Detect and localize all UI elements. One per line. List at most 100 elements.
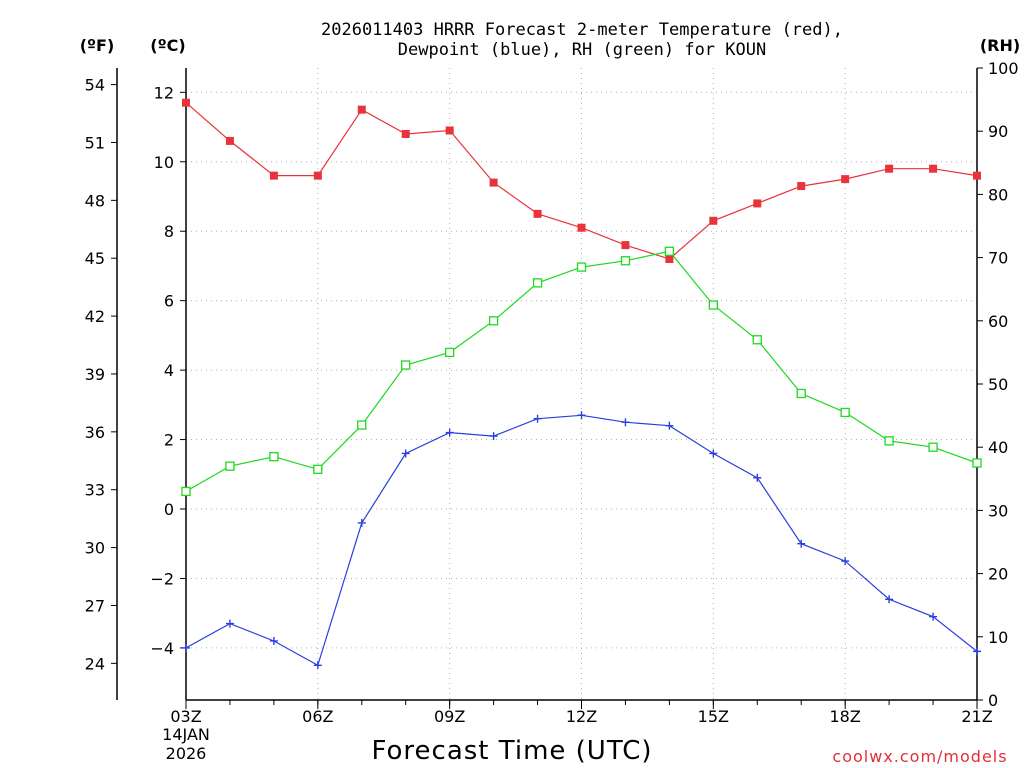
x-tick-label: 03Z bbox=[170, 707, 201, 726]
celsius-unit-label: (ºC) bbox=[150, 36, 185, 55]
dewpoint-point bbox=[929, 612, 938, 621]
x-tick-label: 09Z bbox=[434, 707, 465, 726]
temperature-point bbox=[797, 182, 806, 191]
rh-tick-label: 20 bbox=[988, 565, 1008, 584]
dewpoint-point bbox=[577, 411, 586, 420]
dewpoint-point bbox=[665, 421, 674, 430]
fahrenheit-tick-label: 30 bbox=[85, 539, 105, 558]
chart-subtitle: Dewpoint (blue), RH (green) for KOUN bbox=[398, 40, 766, 60]
dewpoint-point bbox=[313, 661, 322, 670]
celsius-tick-label: 2 bbox=[164, 431, 174, 450]
rh-point bbox=[620, 256, 631, 266]
celsius-tick-label: 10 bbox=[154, 153, 174, 172]
fahrenheit-tick-label: 51 bbox=[85, 133, 105, 152]
temperature-line bbox=[185, 102, 978, 260]
rh-point bbox=[708, 300, 718, 310]
dewpoint-point bbox=[709, 449, 718, 458]
temperature-point bbox=[577, 223, 586, 232]
credit-text: coolwx.com/models bbox=[832, 747, 1007, 766]
temperature-point bbox=[313, 171, 322, 180]
celsius-tick-label: 12 bbox=[154, 83, 174, 102]
date-label-year: 2026 bbox=[166, 744, 207, 763]
temperature-point bbox=[885, 164, 894, 173]
temperature-point bbox=[753, 199, 762, 208]
dewpoint-line bbox=[185, 414, 978, 667]
rh-tick-label: 90 bbox=[988, 122, 1008, 141]
rh-line bbox=[185, 250, 978, 492]
rh-tick-label: 70 bbox=[988, 249, 1008, 268]
x-axis-title: Forecast Time (UTC) bbox=[371, 736, 652, 766]
temperature-point bbox=[357, 105, 366, 114]
rh-point bbox=[664, 246, 675, 256]
rh-point bbox=[313, 464, 323, 474]
dewpoint-point bbox=[269, 636, 278, 645]
temperature-point bbox=[929, 164, 938, 173]
grid bbox=[186, 68, 977, 700]
x-tick-label: 15Z bbox=[698, 707, 729, 726]
dewpoint-point bbox=[797, 539, 806, 548]
rh-point bbox=[181, 486, 191, 497]
rh-tick-label: 60 bbox=[988, 312, 1008, 331]
celsius-tick-label: 4 bbox=[164, 361, 174, 380]
fahrenheit-tick-label: 42 bbox=[85, 307, 105, 326]
dewpoint-point bbox=[973, 647, 981, 656]
x-tick-label: 06Z bbox=[302, 707, 333, 726]
temperature-point bbox=[182, 98, 190, 107]
series bbox=[181, 98, 982, 670]
rh-point bbox=[928, 442, 938, 452]
x-tick-label: 21Z bbox=[961, 707, 992, 726]
temperature-point bbox=[401, 129, 410, 138]
fahrenheit-tick-label: 45 bbox=[85, 249, 105, 268]
temperature-point bbox=[445, 126, 454, 135]
dewpoint-point bbox=[885, 595, 894, 604]
temperature-point bbox=[533, 209, 542, 218]
fahrenheit-tick-label: 27 bbox=[85, 596, 105, 615]
celsius-tick-label: −2 bbox=[150, 569, 174, 588]
temperature-point bbox=[269, 171, 278, 180]
rh-point bbox=[532, 278, 543, 288]
dewpoint-point bbox=[621, 418, 630, 427]
rh-point bbox=[225, 461, 235, 471]
rh-tick-label: 40 bbox=[988, 438, 1008, 457]
fahrenheit-tick-label: 36 bbox=[85, 423, 105, 442]
dewpoint-point bbox=[445, 428, 454, 437]
celsius-tick-label: 0 bbox=[164, 500, 174, 519]
rh-point bbox=[796, 388, 806, 399]
dewpoint-point bbox=[182, 643, 190, 652]
date-label-day: 14JAN bbox=[162, 725, 210, 744]
celsius-tick-label: −4 bbox=[150, 639, 174, 658]
temperature-point bbox=[973, 171, 981, 180]
chart-title: 2026011403 HRRR Forecast 2-meter Tempera… bbox=[321, 20, 843, 40]
rh-point bbox=[884, 436, 894, 446]
rh-tick-label: 50 bbox=[988, 375, 1008, 394]
fahrenheit-tick-label: 48 bbox=[85, 191, 105, 210]
rh-unit-label: (RH) bbox=[980, 36, 1020, 55]
dewpoint-point bbox=[841, 557, 850, 566]
dewpoint-point bbox=[401, 449, 410, 458]
fahrenheit-tick-label: 54 bbox=[85, 76, 105, 95]
celsius-tick-label: 8 bbox=[164, 222, 174, 241]
rh-point bbox=[972, 458, 982, 468]
rh-point bbox=[401, 360, 411, 370]
rh-tick-label: 80 bbox=[988, 185, 1008, 204]
dewpoint-point bbox=[357, 518, 366, 527]
fahrenheit-unit-label: (ºF) bbox=[80, 36, 115, 55]
temperature-point bbox=[665, 254, 674, 263]
rh-point bbox=[576, 262, 587, 272]
x-tick-label: 18Z bbox=[830, 707, 861, 726]
rh-tick-label: 100 bbox=[988, 59, 1019, 78]
dewpoint-point bbox=[489, 432, 498, 441]
dewpoint-point bbox=[225, 619, 234, 628]
x-tick-label: 12Z bbox=[566, 707, 597, 726]
dewpoint-point bbox=[533, 414, 542, 423]
rh-point bbox=[357, 420, 367, 430]
rh-point bbox=[840, 407, 850, 418]
axes: 121086420−2−4545148454239363330272410090… bbox=[85, 59, 1019, 726]
fahrenheit-tick-label: 39 bbox=[85, 365, 105, 384]
rh-point bbox=[488, 316, 499, 326]
temperature-point bbox=[621, 241, 630, 250]
fahrenheit-tick-label: 24 bbox=[85, 654, 105, 673]
dewpoint-point bbox=[753, 473, 762, 482]
temperature-point bbox=[225, 136, 234, 145]
